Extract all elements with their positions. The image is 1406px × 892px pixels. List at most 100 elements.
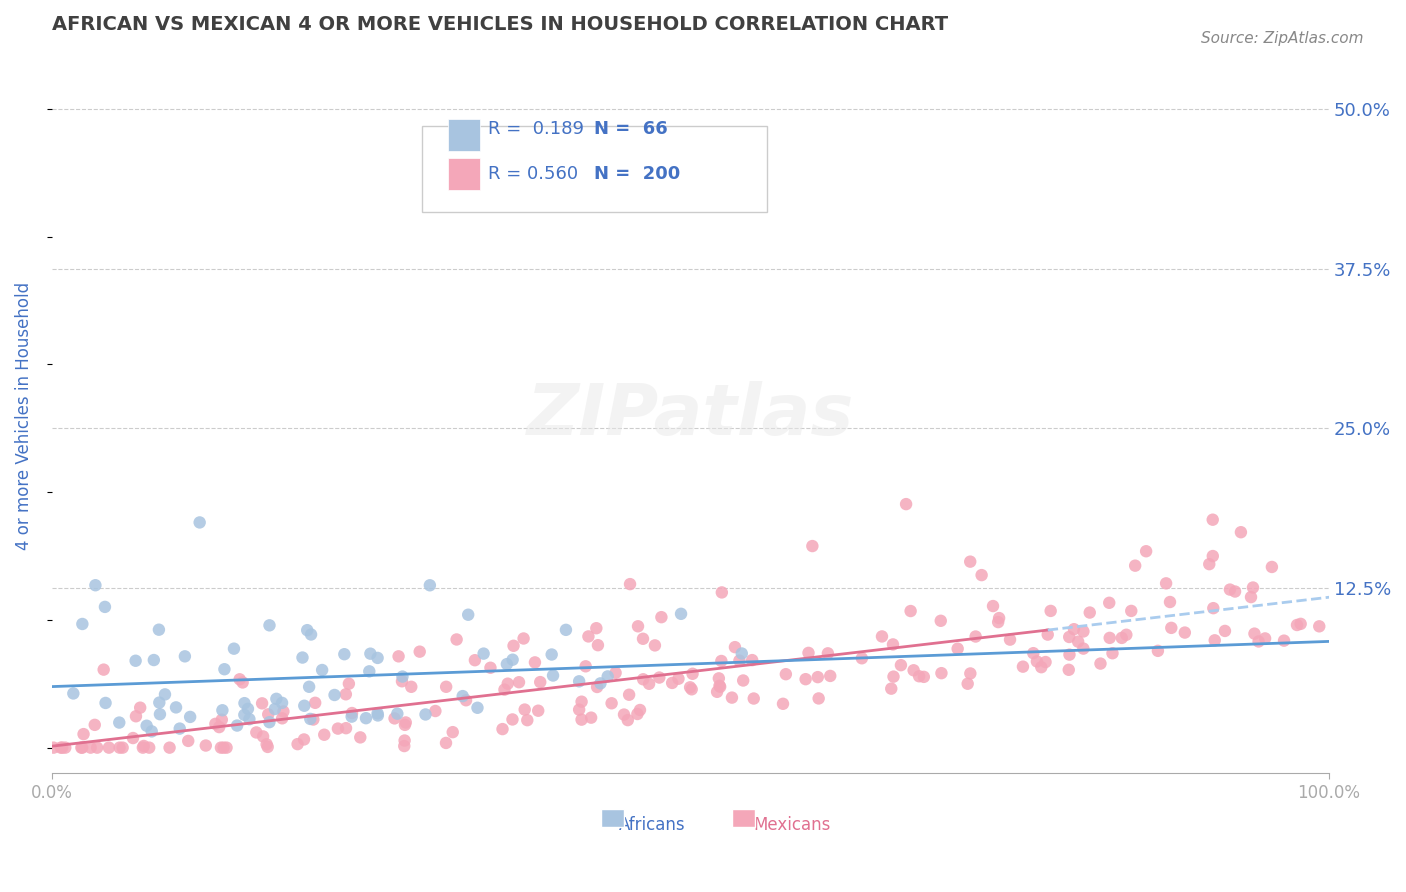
Point <box>337 676 360 690</box>
Point <box>394 733 416 747</box>
Point <box>97 740 120 755</box>
Point <box>250 697 273 711</box>
Point <box>304 696 326 710</box>
Point <box>464 653 486 667</box>
Point <box>669 607 692 621</box>
Point <box>965 630 987 644</box>
Point <box>516 713 538 727</box>
Point <box>1174 625 1197 640</box>
Point <box>419 578 441 592</box>
Point <box>496 657 519 672</box>
Point <box>340 706 363 720</box>
Point <box>214 662 236 676</box>
Point <box>931 666 953 681</box>
Point <box>384 711 406 725</box>
Point <box>401 680 423 694</box>
Point <box>311 663 333 677</box>
Point <box>1059 648 1081 662</box>
Point <box>233 707 256 722</box>
Point <box>818 669 841 683</box>
Point <box>177 734 200 748</box>
Point <box>502 653 524 667</box>
Point <box>724 640 747 655</box>
Point <box>1090 657 1112 671</box>
Point <box>772 697 794 711</box>
Point <box>870 629 893 643</box>
Point <box>494 682 516 697</box>
Point <box>1289 616 1312 631</box>
Point <box>987 615 1010 629</box>
Point <box>801 539 824 553</box>
Point <box>1025 655 1047 669</box>
Point <box>710 654 733 668</box>
Point <box>165 700 187 714</box>
Point <box>1213 624 1236 638</box>
Point <box>650 610 672 624</box>
Point <box>775 667 797 681</box>
Point <box>1031 660 1053 674</box>
Point <box>149 707 172 722</box>
Point <box>721 690 744 705</box>
Point <box>807 691 830 706</box>
Point <box>540 648 562 662</box>
Point <box>628 703 651 717</box>
Point <box>1204 633 1226 648</box>
Point <box>169 722 191 736</box>
Point <box>988 611 1011 625</box>
Point <box>326 722 349 736</box>
Point <box>141 724 163 739</box>
Point <box>568 674 591 689</box>
FancyBboxPatch shape <box>422 126 766 211</box>
Point <box>571 713 593 727</box>
Point <box>1073 641 1095 656</box>
Point <box>479 661 502 675</box>
Point <box>387 706 409 721</box>
Point <box>211 703 233 717</box>
Point <box>222 641 245 656</box>
Point <box>605 665 627 680</box>
Point <box>682 666 704 681</box>
Point <box>894 497 917 511</box>
Point <box>742 691 765 706</box>
Point <box>359 647 381 661</box>
Point <box>299 627 322 641</box>
Bar <box>447 119 479 151</box>
Point <box>1063 622 1085 636</box>
Point <box>53 740 76 755</box>
Point <box>245 725 267 739</box>
Point <box>900 604 922 618</box>
Point <box>596 669 619 683</box>
Point <box>1098 631 1121 645</box>
Point <box>194 739 217 753</box>
Text: R =  0.189: R = 0.189 <box>488 120 585 138</box>
Point <box>333 647 356 661</box>
Point <box>252 730 274 744</box>
Point <box>600 696 623 710</box>
Point <box>226 718 249 732</box>
Point <box>731 647 754 661</box>
Point <box>585 621 607 635</box>
Point <box>387 649 409 664</box>
Point <box>211 713 233 727</box>
Point <box>367 706 389 721</box>
Point <box>271 711 294 725</box>
Point <box>912 670 935 684</box>
Point <box>259 715 281 730</box>
Point <box>72 727 94 741</box>
Point <box>523 656 546 670</box>
Point <box>302 713 325 727</box>
Point <box>323 688 346 702</box>
Point <box>94 599 117 614</box>
Point <box>257 707 280 722</box>
Point <box>340 709 363 723</box>
Point <box>271 696 294 710</box>
Text: ZIPatlas: ZIPatlas <box>527 381 853 450</box>
Point <box>349 731 371 745</box>
Point <box>929 614 952 628</box>
Point <box>84 578 107 592</box>
Point <box>679 681 702 695</box>
Point <box>415 707 437 722</box>
Point <box>215 740 238 755</box>
Point <box>709 680 731 694</box>
Text: N =  200: N = 200 <box>595 165 681 183</box>
